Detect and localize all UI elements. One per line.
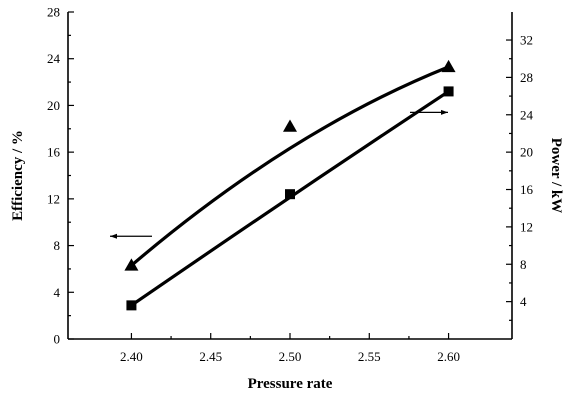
x-tick-label: 2.55 <box>358 349 381 364</box>
x-tick-label: 2.60 <box>437 349 460 364</box>
x-axis-title: Pressure rate <box>248 376 333 392</box>
y-left-tick-label: 12 <box>47 191 60 206</box>
y-left-tick-label: 24 <box>47 51 61 66</box>
series-group <box>124 59 456 311</box>
y-left-tick-label: 8 <box>54 238 61 253</box>
square-marker <box>285 189 295 200</box>
annotations-group <box>110 109 448 239</box>
right-axis-arrow-head <box>441 109 448 115</box>
x-tick-label: 2.45 <box>199 349 222 364</box>
square-marker <box>126 300 137 311</box>
series-0-curve <box>130 65 450 267</box>
y-right-tick-label: 4 <box>520 294 527 309</box>
y-left-tick-label: 28 <box>47 5 60 20</box>
y-left-tick-label: 4 <box>54 285 61 300</box>
y-right-tick-label: 8 <box>520 257 527 272</box>
triangle-marker <box>441 59 456 73</box>
square-marker <box>443 86 454 97</box>
axes-group <box>67 12 513 340</box>
left-axis-arrow-head <box>110 233 117 239</box>
y-right-tick-label: 28 <box>520 70 533 85</box>
y-right-tick-label: 16 <box>520 182 534 197</box>
y-right-tick-label: 12 <box>520 219 533 234</box>
ticks-group: 2.40 2.45 2.50 2.55 2.60 0 4 8 12 16 20 24 28 4 8 12 16 2… <box>47 5 534 365</box>
y-left-tick-label: 20 <box>47 98 60 113</box>
triangle-marker <box>124 258 139 271</box>
y-left-tick-label: 16 <box>47 145 61 160</box>
y-axis-right-title: Power / kW <box>548 138 564 214</box>
y-right-tick-label: 20 <box>520 145 533 160</box>
y-right-tick-label: 24 <box>520 107 534 122</box>
y-right-tick-label: 32 <box>520 33 533 48</box>
y-left-tick-label: 0 <box>54 332 61 347</box>
x-tick-label: 2.40 <box>120 349 143 364</box>
x-tick-label: 2.50 <box>279 349 302 364</box>
triangle-marker <box>283 119 297 132</box>
y-axis-left-title: Efficiency / % <box>10 130 26 221</box>
